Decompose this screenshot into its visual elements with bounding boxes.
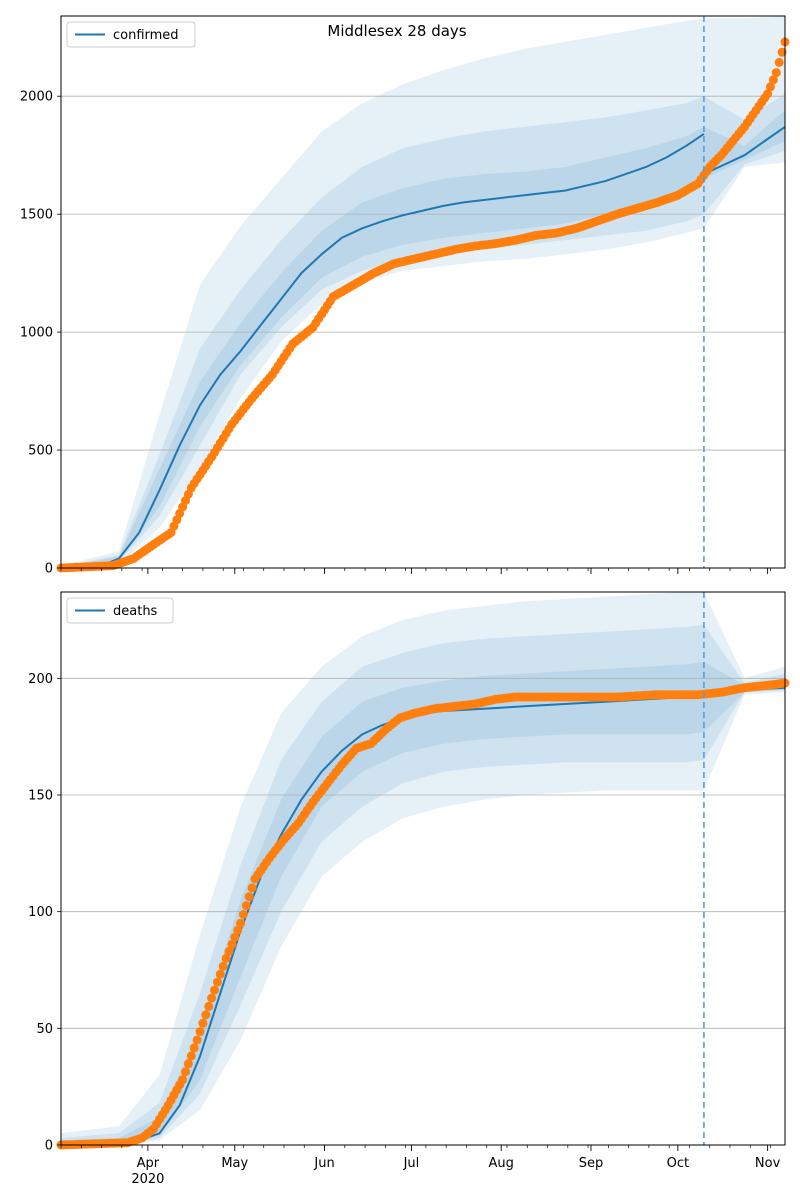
legend-box bbox=[66, 597, 174, 624]
observed-point bbox=[204, 1001, 214, 1011]
band-inner bbox=[61, 662, 785, 1145]
observed-point bbox=[189, 1043, 199, 1053]
band-inner bbox=[61, 110, 785, 569]
observed-point bbox=[183, 1059, 193, 1069]
observed-point bbox=[198, 1018, 208, 1028]
observed-point bbox=[230, 932, 240, 942]
observed-point bbox=[215, 969, 225, 979]
band-middle bbox=[61, 93, 785, 569]
x-tick-label: Oct bbox=[667, 1156, 689, 1171]
observed-point bbox=[212, 977, 222, 987]
x-tick-label: Nov bbox=[755, 1156, 781, 1171]
observed-point bbox=[195, 1027, 205, 1037]
observed-point bbox=[768, 75, 778, 85]
observed-point bbox=[210, 985, 219, 995]
y-tick-label: 0 bbox=[45, 562, 53, 577]
x-tick-label: Jul bbox=[403, 1156, 420, 1171]
observed-point bbox=[186, 1051, 196, 1061]
x-tick-label: Apr bbox=[137, 1156, 160, 1171]
observed-point bbox=[777, 47, 787, 57]
observed-point bbox=[227, 939, 237, 949]
legend-label: confirmed bbox=[113, 28, 179, 43]
legend-label: deaths bbox=[113, 604, 158, 619]
forecast-line bbox=[703, 126, 786, 176]
y-tick-label: 2000 bbox=[20, 90, 53, 105]
observed-point bbox=[178, 1075, 188, 1085]
deaths-panel: 0 50 100 150 200 Apr May Jun Jul Aug Sep Oct Nov 202… bbox=[28, 591, 790, 1187]
observed-point bbox=[201, 1010, 211, 1020]
legend-box bbox=[66, 21, 196, 48]
observed-point bbox=[774, 57, 784, 67]
observed-point bbox=[218, 961, 228, 971]
x-tick-label: Aug bbox=[488, 1156, 513, 1171]
y-tick-label: 100 bbox=[28, 905, 53, 920]
confirmed-panel: 0 500 1000 1500 2000 confirmed bbox=[20, 15, 790, 577]
observed-point bbox=[192, 1035, 202, 1045]
observed-point bbox=[181, 1067, 190, 1077]
y-tick-label: 1000 bbox=[20, 326, 53, 341]
observed-point bbox=[221, 953, 231, 963]
x-tick-label: May bbox=[221, 1156, 248, 1171]
model-median-line bbox=[60, 693, 705, 1146]
model-median-line bbox=[60, 133, 705, 569]
y-tick-label: 50 bbox=[36, 1022, 53, 1037]
y-tick-label: 0 bbox=[45, 1139, 53, 1154]
band-outer bbox=[61, 592, 785, 1145]
y-tick-label: 150 bbox=[28, 789, 53, 804]
chart-title: Middlesex 28 days bbox=[327, 22, 466, 40]
observed-point bbox=[236, 918, 246, 928]
band-outer bbox=[61, 16, 785, 568]
axes-frame bbox=[60, 591, 786, 1146]
axes-frame bbox=[60, 15, 786, 569]
observed-point bbox=[247, 883, 257, 893]
observed-point bbox=[224, 946, 234, 956]
observed-point bbox=[771, 68, 781, 78]
y-tick-label: 1500 bbox=[20, 208, 53, 223]
y-tick-label: 500 bbox=[28, 444, 53, 459]
observed-point bbox=[207, 993, 217, 1003]
y-tick-label: 200 bbox=[28, 672, 53, 687]
observed-point bbox=[244, 892, 254, 902]
x-tick-label: Sep bbox=[579, 1156, 604, 1171]
x-tick-label: Jun bbox=[313, 1156, 334, 1171]
observed-point bbox=[766, 82, 775, 92]
observed-point bbox=[233, 925, 243, 935]
observed-point bbox=[241, 901, 251, 911]
band-middle bbox=[61, 624, 785, 1145]
observed-point bbox=[763, 89, 773, 99]
x-year-label: 2020 bbox=[131, 1172, 164, 1187]
observed-point bbox=[238, 910, 248, 919]
